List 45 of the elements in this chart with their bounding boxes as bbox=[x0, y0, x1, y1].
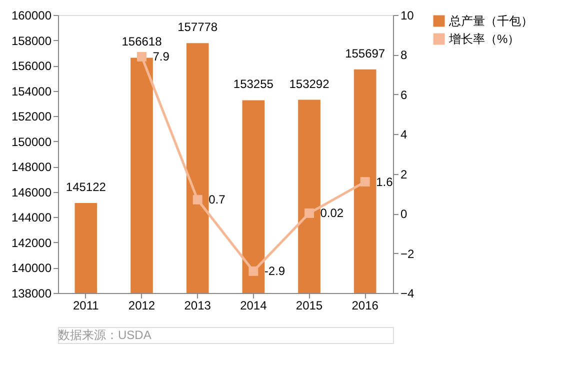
y-tick-label: 160000 bbox=[11, 8, 52, 22]
x-tick-label: 2011 bbox=[73, 298, 100, 312]
y-tick-label: 144000 bbox=[11, 210, 52, 225]
point bbox=[248, 266, 258, 276]
y-tick-label: 154000 bbox=[11, 84, 52, 98]
data-label: 156618 bbox=[122, 34, 162, 49]
legend-label: 总产量（千包） bbox=[448, 14, 533, 28]
data-label: 0.7 bbox=[208, 192, 226, 207]
data-label: 7.9 bbox=[152, 50, 170, 64]
y-tick-label: 152000 bbox=[11, 110, 52, 124]
data-label: 0.02 bbox=[320, 206, 344, 220]
point bbox=[304, 208, 314, 218]
data-label: 153255 bbox=[233, 77, 274, 92]
x-tick-label: 2012 bbox=[128, 298, 156, 312]
data-label: 155697 bbox=[345, 46, 386, 60]
y-tick-label: 138000 bbox=[11, 286, 52, 300]
y-tick-label: 158000 bbox=[11, 34, 52, 48]
data-label: -2.9 bbox=[264, 264, 286, 278]
y2-tick-label: 6 bbox=[400, 88, 408, 102]
data-label: 157778 bbox=[178, 20, 218, 34]
x-tick-label: 2014 bbox=[240, 298, 268, 312]
y2-tick-label: 10 bbox=[400, 8, 414, 22]
y-tick-label: 140000 bbox=[11, 261, 52, 276]
data-label: 1.6 bbox=[376, 174, 394, 189]
point bbox=[360, 177, 370, 187]
x-tick-label: 2013 bbox=[184, 298, 212, 312]
point bbox=[137, 52, 146, 62]
data-label: 153292 bbox=[289, 76, 330, 91]
y-tick-label: 142000 bbox=[11, 236, 52, 250]
legend-label: 增长率（%） bbox=[448, 32, 520, 46]
source-note: 数据来源：USDA bbox=[58, 328, 152, 342]
y2-tick-label: 4 bbox=[400, 128, 408, 142]
y-tick-label: 148000 bbox=[11, 160, 52, 174]
y2-tick-label: −4 bbox=[400, 286, 415, 300]
y2-tick-label: 0 bbox=[400, 207, 408, 222]
y-tick-label: 146000 bbox=[11, 185, 52, 200]
point bbox=[192, 194, 202, 204]
y2-tick-label: 8 bbox=[400, 48, 408, 62]
y2-tick-label: −2 bbox=[400, 246, 415, 261]
y-tick-label: 156000 bbox=[11, 59, 52, 74]
x-tick-label: 2015 bbox=[296, 298, 323, 312]
y-tick-label: 150000 bbox=[11, 134, 52, 149]
x-tick-label: 2016 bbox=[352, 298, 379, 312]
data-label: 145122 bbox=[66, 180, 106, 194]
y2-tick-label: 2 bbox=[400, 167, 408, 182]
